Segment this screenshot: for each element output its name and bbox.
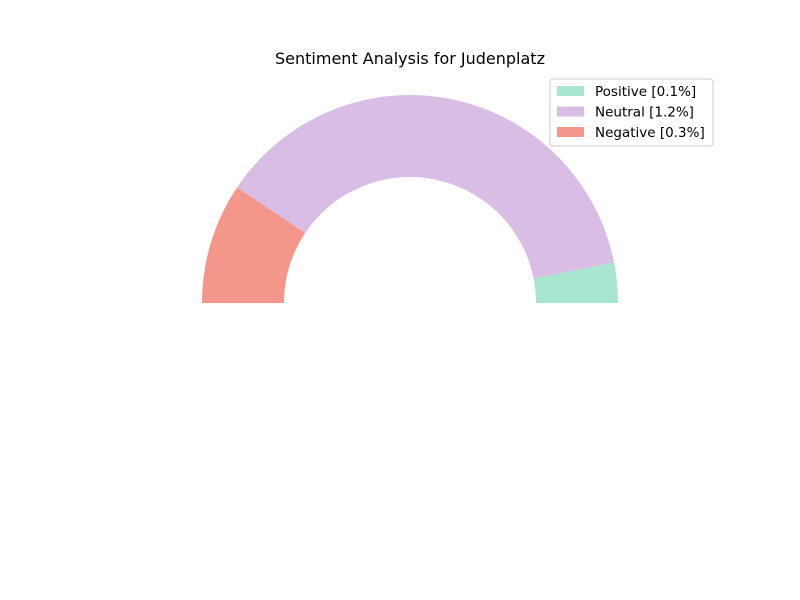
- gauge-slice-positive: [533, 262, 618, 303]
- legend-frame: [549, 78, 714, 147]
- gauge-slice-neutral: [237, 94, 615, 279]
- legend-label-negative: Negative [0.3%]: [595, 125, 705, 141]
- legend-swatch-neutral: [557, 106, 584, 117]
- chart-title: Sentiment Analysis for Judenplatz: [275, 49, 545, 68]
- gauge-slices: [202, 94, 618, 303]
- gauge-slice-negative: [202, 187, 306, 303]
- legend-swatch-positive: [557, 86, 584, 96]
- legend-label-positive: Positive [0.1%]: [595, 84, 696, 100]
- legend: Positive [0.1%] Neutral [1.2%] Negative [0…: [549, 78, 714, 147]
- legend-label-neutral: Neutral [1.2%]: [595, 105, 694, 121]
- legend-swatch-negative: [557, 127, 584, 137]
